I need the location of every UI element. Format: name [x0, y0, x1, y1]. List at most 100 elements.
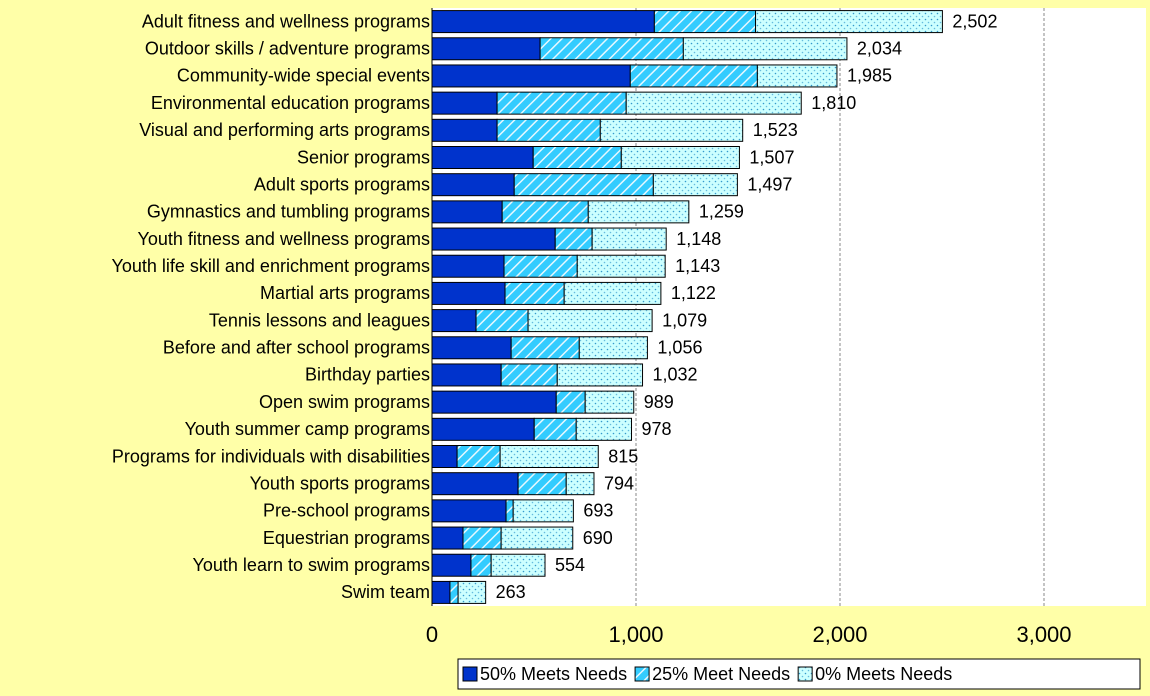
bar-segment	[513, 173, 654, 197]
total-label: 554	[555, 555, 585, 575]
category-label: Youth sports programs	[250, 473, 430, 493]
bar-segment	[504, 281, 565, 305]
total-label: 1,032	[653, 365, 698, 385]
bar-segment	[431, 118, 498, 142]
bar-segment	[431, 390, 557, 414]
bar-segment	[512, 499, 574, 523]
bar-segment	[565, 472, 595, 496]
bar-segment	[431, 363, 502, 387]
bar-segment	[599, 118, 744, 142]
total-label: 1,148	[676, 229, 721, 249]
bar-segment	[431, 553, 472, 577]
bar-segment	[555, 390, 586, 414]
bar-segment	[554, 227, 593, 251]
category-label: Birthday parties	[305, 365, 430, 385]
legend-swatch	[634, 666, 650, 682]
total-label: 1,056	[657, 338, 702, 358]
bar-segment	[533, 417, 577, 441]
bar-segment	[457, 580, 487, 604]
bar-segment	[462, 526, 502, 550]
category-label: Youth fitness and wellness programs	[138, 229, 431, 249]
bar-segment	[431, 445, 458, 468]
bar-segment	[431, 580, 451, 604]
legend-swatch	[797, 666, 813, 682]
category-label: Senior programs	[297, 147, 430, 167]
total-label: 693	[583, 501, 613, 521]
bar-segment	[431, 91, 498, 115]
bar-segment	[490, 553, 546, 577]
total-label: 1,122	[671, 283, 716, 303]
bar-segment	[431, 64, 631, 88]
bar-segment	[431, 254, 505, 278]
bar-segment	[584, 390, 635, 414]
category-label: Tennis lessons and leagues	[209, 310, 430, 330]
bar-segment	[629, 64, 758, 88]
bar-segment	[756, 64, 838, 88]
bar-segment	[500, 526, 574, 550]
total-label: 1,523	[753, 120, 798, 140]
bar-segment	[431, 10, 655, 34]
legend-swatch	[462, 666, 478, 682]
bar-segment	[431, 417, 535, 441]
total-label: 263	[496, 582, 526, 602]
bar-segment	[431, 309, 477, 333]
category-label: Environmental education programs	[151, 93, 430, 113]
category-label: Before and after school programs	[163, 338, 430, 358]
x-tick-label: 1,000	[608, 622, 663, 647]
bar-segment	[475, 309, 529, 333]
category-label: Community-wide special events	[177, 66, 430, 86]
bar-segment	[431, 227, 556, 251]
total-label: 690	[583, 528, 613, 548]
category-label: Adult sports programs	[254, 174, 430, 194]
bar-segment	[652, 173, 738, 197]
total-label: 989	[644, 392, 674, 412]
bar-segment	[575, 417, 633, 441]
bar-segment	[532, 146, 622, 169]
total-label: 794	[604, 473, 634, 493]
category-label: Equestrian programs	[263, 528, 430, 548]
x-tick-label: 0	[426, 622, 438, 647]
category-label: Pre-school programs	[263, 501, 430, 521]
bar-segment	[556, 363, 644, 387]
bar-segment	[499, 445, 599, 468]
bar-segment	[431, 146, 534, 169]
category-label: Visual and performing arts programs	[139, 120, 430, 140]
category-label: Outdoor skills / adventure programs	[145, 39, 430, 59]
total-label: 2,034	[857, 39, 902, 59]
bar-segment	[576, 254, 666, 278]
legend-label: 50% Meets Needs	[480, 664, 627, 684]
bar-segment	[431, 526, 464, 550]
total-label: 815	[608, 446, 638, 466]
bar-segment	[496, 91, 627, 115]
category-label: Open swim programs	[259, 392, 430, 412]
total-label: 1,143	[675, 256, 720, 276]
bar-segment	[431, 37, 541, 61]
bar-segment	[496, 118, 601, 142]
bar-segment	[503, 254, 578, 278]
bar-segment	[755, 10, 943, 34]
bar-segment	[620, 146, 740, 169]
total-label: 1,985	[847, 66, 892, 86]
bar-segment	[431, 499, 507, 523]
bar-segment	[431, 472, 519, 496]
x-tick-label: 2,000	[812, 622, 867, 647]
category-label: Youth summer camp programs	[185, 419, 430, 439]
category-label: Youth learn to swim programs	[193, 555, 430, 575]
bar-segment	[431, 173, 515, 197]
bar-segment	[470, 553, 492, 577]
legend-label: 0% Meets Needs	[815, 664, 952, 684]
category-label: Programs for individuals with disabiliti…	[112, 446, 430, 466]
total-label: 1,507	[749, 147, 794, 167]
bar-segment	[563, 281, 662, 305]
bar-segment	[431, 281, 506, 305]
bar-segment	[510, 336, 580, 360]
bar-segment	[539, 37, 684, 61]
total-label: 978	[642, 419, 672, 439]
bar-segment	[431, 200, 503, 224]
total-label: 1,810	[811, 93, 856, 113]
category-label: Martial arts programs	[260, 283, 430, 303]
category-label: Swim team	[341, 582, 430, 602]
total-label: 1,079	[662, 310, 707, 330]
